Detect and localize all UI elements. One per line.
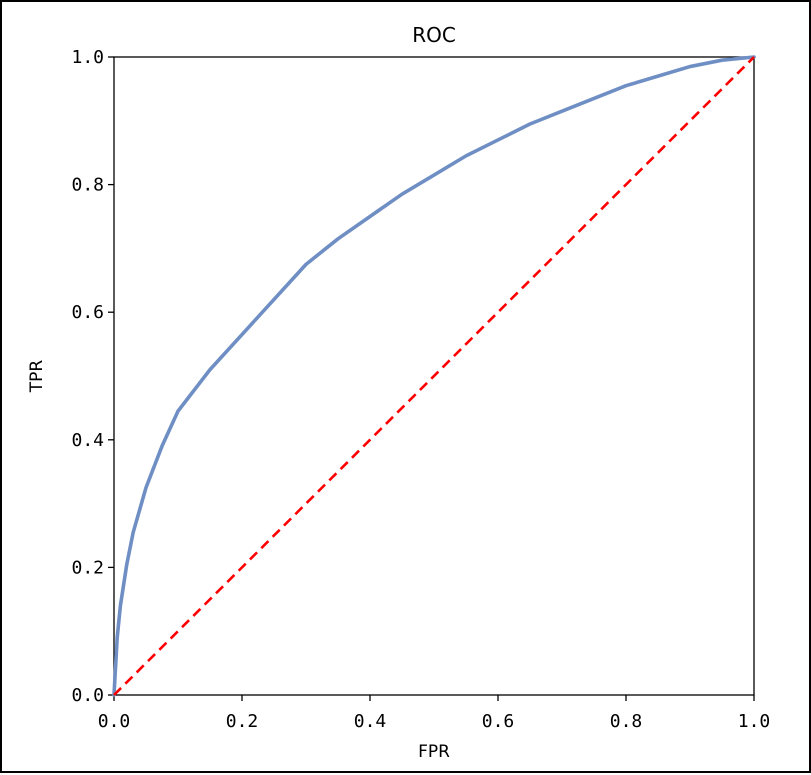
y-tick-label-3: 0.6 — [71, 302, 104, 323]
plot-area: 0.0 0.2 0.4 0.6 0.8 1.0 0.0 0.2 0.4 0.6 0.8 1.0 — [71, 47, 770, 732]
plot-frame — [113, 56, 755, 696]
y-axis-label: TPR — [27, 360, 47, 394]
chart-title: ROC — [412, 23, 456, 47]
x-tick-label-4: 0.8 — [610, 711, 643, 732]
x-tick-label-5: 1.0 — [738, 711, 771, 732]
x-tick-label-3: 0.6 — [482, 711, 515, 732]
y-tick-label-5: 1.0 — [71, 47, 104, 68]
x-tick-label-1: 0.2 — [226, 711, 259, 732]
chance-diagonal-line — [113, 56, 755, 696]
x-tick-label-0: 0.0 — [98, 711, 131, 732]
x-axis-label: FPR — [418, 742, 450, 762]
x-tick-label-2: 0.4 — [354, 711, 387, 732]
roc-curve-line — [112, 55, 756, 697]
y-tick-label-0: 0.0 — [71, 685, 104, 706]
y-tick-label-1: 0.2 — [71, 557, 104, 578]
y-tick-label-2: 0.4 — [71, 430, 104, 451]
y-tick-label-4: 0.8 — [71, 175, 104, 196]
